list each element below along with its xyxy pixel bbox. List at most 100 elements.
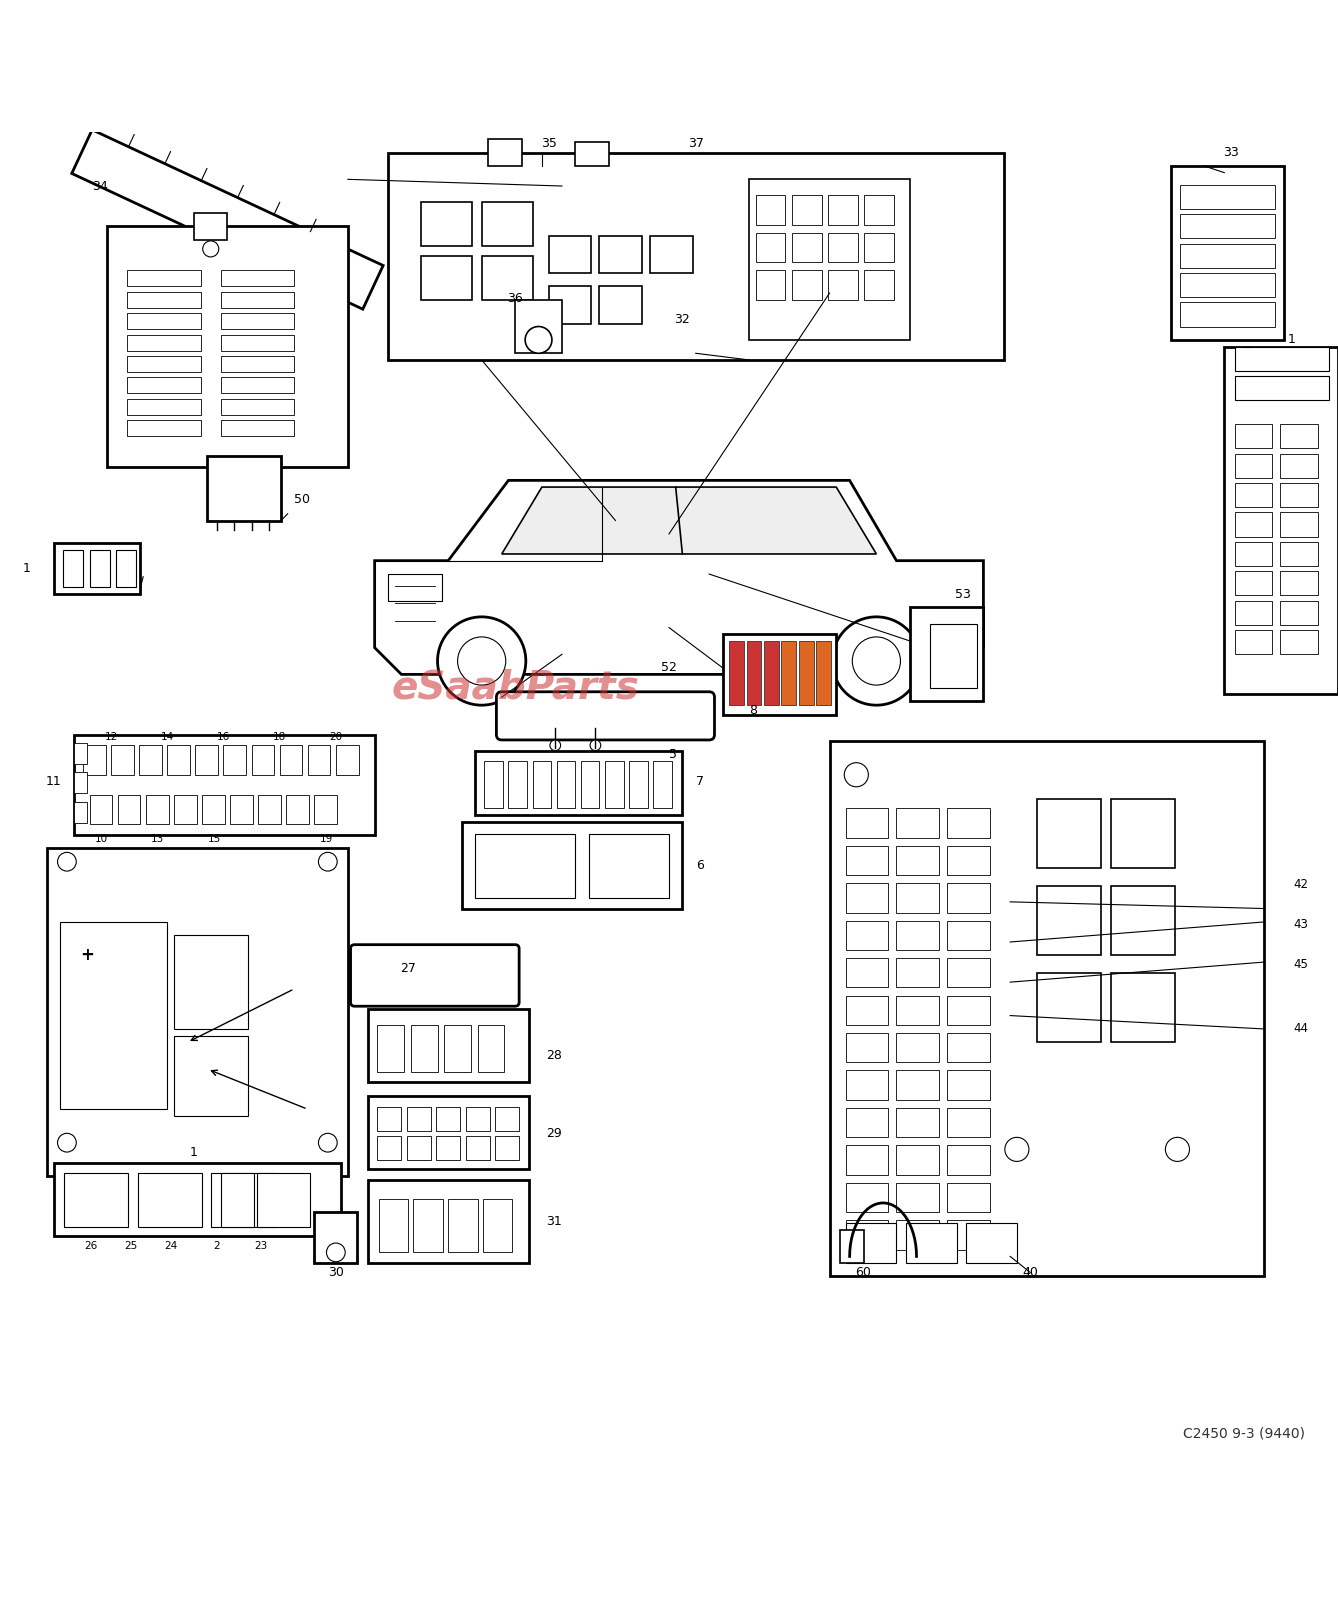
Bar	[846, 808, 888, 838]
Bar	[549, 236, 591, 273]
Bar	[653, 761, 672, 808]
Text: 15: 15	[207, 834, 221, 843]
Circle shape	[58, 1133, 76, 1153]
Text: C2450 9-3 (9440): C2450 9-3 (9440)	[1183, 1427, 1306, 1439]
Bar	[221, 356, 294, 372]
Text: 23: 23	[254, 1241, 268, 1250]
Text: 25: 25	[124, 1241, 138, 1250]
Bar	[599, 236, 642, 273]
Polygon shape	[375, 481, 983, 675]
Bar	[864, 232, 894, 263]
Bar	[111, 745, 134, 774]
Bar	[947, 1108, 990, 1138]
Bar	[475, 834, 575, 898]
Text: 19: 19	[320, 834, 333, 843]
Bar	[1280, 454, 1318, 478]
Bar	[896, 920, 939, 951]
Bar	[230, 795, 253, 824]
Bar	[221, 313, 294, 329]
Bar	[1037, 973, 1101, 1042]
Bar	[906, 1223, 957, 1263]
Bar	[407, 1137, 431, 1161]
Bar	[846, 959, 888, 987]
Bar	[63, 550, 83, 587]
Bar	[421, 255, 472, 300]
Bar	[756, 232, 785, 263]
Bar	[90, 795, 112, 824]
Bar	[1171, 167, 1284, 340]
Bar	[139, 745, 162, 774]
Bar	[723, 635, 836, 715]
Bar	[896, 846, 939, 875]
Bar	[411, 1024, 438, 1072]
Bar	[127, 377, 201, 393]
Bar	[223, 745, 246, 774]
Bar	[508, 761, 527, 808]
Text: 50: 50	[294, 492, 310, 505]
Circle shape	[526, 327, 553, 353]
Bar	[947, 1220, 990, 1250]
Bar	[127, 399, 201, 415]
Bar	[462, 822, 682, 909]
Bar	[221, 399, 294, 415]
Bar	[146, 795, 169, 824]
Circle shape	[852, 636, 900, 684]
Bar	[1037, 886, 1101, 955]
Bar	[1235, 513, 1272, 537]
Bar	[194, 213, 227, 239]
Text: 26: 26	[84, 1241, 98, 1250]
Circle shape	[458, 636, 506, 684]
Bar	[257, 1173, 310, 1226]
FancyBboxPatch shape	[351, 944, 519, 1007]
Bar	[966, 1223, 1017, 1263]
Bar	[947, 883, 990, 912]
Bar	[377, 1137, 401, 1161]
Bar	[1235, 377, 1329, 401]
Bar	[444, 1024, 471, 1072]
Bar	[1235, 346, 1329, 370]
Text: 12: 12	[104, 733, 118, 742]
Bar	[749, 180, 910, 340]
Bar	[127, 420, 201, 436]
Circle shape	[318, 853, 337, 870]
Circle shape	[590, 741, 601, 750]
Bar	[336, 745, 359, 774]
Bar	[1235, 571, 1272, 595]
Bar	[828, 271, 858, 300]
Circle shape	[326, 1242, 345, 1262]
Bar	[896, 995, 939, 1024]
Bar	[947, 1146, 990, 1175]
Bar	[1180, 244, 1275, 268]
Circle shape	[1165, 1138, 1189, 1162]
Text: 36: 36	[507, 292, 523, 305]
Bar	[74, 802, 87, 822]
Bar	[910, 608, 983, 701]
Bar	[729, 641, 744, 705]
Bar	[221, 377, 294, 393]
Text: 28: 28	[546, 1050, 562, 1063]
Text: 1: 1	[1287, 333, 1295, 346]
Bar	[1180, 215, 1275, 239]
Bar	[368, 1180, 529, 1263]
Bar	[448, 1199, 478, 1252]
Bar	[781, 641, 796, 705]
Text: 18: 18	[273, 733, 286, 742]
Text: 32: 32	[674, 313, 690, 327]
Bar	[599, 287, 642, 324]
Bar	[557, 761, 575, 808]
Bar	[421, 202, 472, 247]
Circle shape	[832, 617, 921, 705]
Text: 44: 44	[1294, 1023, 1309, 1036]
Bar	[83, 745, 106, 774]
Bar	[947, 959, 990, 987]
Bar	[1235, 542, 1272, 566]
Bar	[54, 1162, 341, 1236]
Circle shape	[844, 763, 868, 787]
Bar	[846, 1108, 888, 1138]
Bar	[515, 300, 562, 353]
Bar	[221, 271, 294, 287]
Bar	[533, 761, 551, 808]
Bar	[1280, 513, 1318, 537]
Bar	[896, 1146, 939, 1175]
Bar	[60, 922, 167, 1109]
